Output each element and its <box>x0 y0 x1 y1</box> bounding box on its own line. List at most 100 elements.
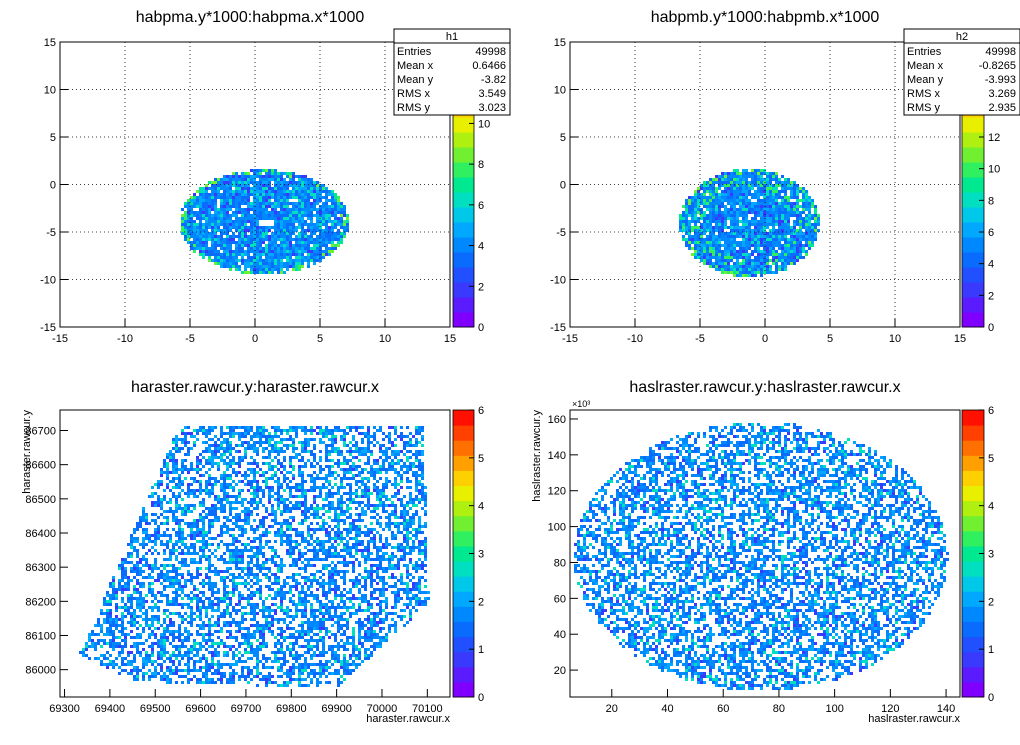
heatmap-cell <box>166 522 169 525</box>
heatmap-cell <box>259 193 262 196</box>
heatmap-cell <box>238 426 241 429</box>
heatmap-cell <box>157 645 160 648</box>
heatmap-cell <box>220 256 223 259</box>
heatmap-cell <box>775 214 778 217</box>
heatmap-cell <box>790 208 793 211</box>
heatmap-cell <box>808 214 811 217</box>
heatmap-cell <box>802 256 805 259</box>
heatmap-cell <box>97 633 100 636</box>
heatmap-cell <box>259 172 262 175</box>
heatmap-cell <box>271 262 274 265</box>
heatmap-cell <box>751 217 754 220</box>
heatmap-cell <box>118 624 121 627</box>
heatmap-cell <box>763 211 766 214</box>
heatmap-cell <box>295 265 298 268</box>
heatmap-cell <box>286 190 289 193</box>
color-scale-segment <box>962 147 984 163</box>
heatmap-cell <box>232 175 235 178</box>
heatmap-cell <box>151 570 154 573</box>
heatmap-cell <box>163 633 166 636</box>
heatmap-cell <box>754 169 757 172</box>
heatmap-cell <box>811 199 814 202</box>
heatmap-cell <box>742 214 745 217</box>
heatmap-cell <box>130 672 133 675</box>
heatmap-cell <box>799 190 802 193</box>
heatmap-cell <box>226 444 229 447</box>
heatmap-cell <box>691 208 694 211</box>
heatmap-cell <box>151 540 154 543</box>
heatmap-cell <box>262 226 265 229</box>
heatmap-cell <box>763 241 766 244</box>
heatmap-cell <box>259 214 262 217</box>
heatmap-cell <box>757 214 760 217</box>
heatmap-cell <box>193 588 196 591</box>
heatmap-cell <box>115 642 118 645</box>
heatmap-cell <box>220 681 223 684</box>
heatmap-cell <box>136 642 139 645</box>
heatmap-cell <box>286 256 289 259</box>
heatmap-cell <box>757 232 760 235</box>
heatmap-cell <box>736 187 739 190</box>
heatmap-cell <box>121 567 124 570</box>
heatmap-cell <box>748 265 751 268</box>
heatmap-cell <box>754 268 757 271</box>
heatmap-cell <box>187 603 190 606</box>
heatmap-cell <box>712 241 715 244</box>
heatmap-cell <box>274 205 277 208</box>
heatmap-cell <box>808 241 811 244</box>
heatmap-cell <box>244 642 247 645</box>
heatmap-cell <box>715 196 718 199</box>
heatmap-cell <box>118 642 121 645</box>
heatmap-cell <box>259 567 262 570</box>
heatmap-cell <box>712 226 715 229</box>
heatmap-cell <box>163 642 166 645</box>
heatmap-cell <box>202 244 205 247</box>
heatmap-cell <box>208 561 211 564</box>
heatmap-cell <box>706 250 709 253</box>
heatmap-cell <box>718 229 721 232</box>
heatmap-cell <box>163 639 166 642</box>
heatmap-cell <box>280 226 283 229</box>
heatmap-cell <box>283 232 286 235</box>
heatmap-cell <box>277 262 280 265</box>
heatmap-cell <box>718 199 721 202</box>
heatmap-cell <box>214 663 217 666</box>
heatmap-cell <box>229 435 232 438</box>
heatmap-cell <box>250 618 253 621</box>
heatmap-cell <box>232 432 235 435</box>
heatmap-cell <box>244 675 247 678</box>
heatmap-cell <box>199 606 202 609</box>
heatmap-cell <box>751 181 754 184</box>
heatmap-cell <box>211 196 214 199</box>
heatmap-cell <box>148 567 151 570</box>
heatmap-cell <box>202 474 205 477</box>
heatmap-cell <box>211 513 214 516</box>
heatmap-cell <box>130 561 133 564</box>
heatmap-cell <box>313 205 316 208</box>
heatmap-cell <box>808 226 811 229</box>
heatmap-cell <box>226 681 229 684</box>
heatmap-cell <box>769 238 772 241</box>
heatmap-cell <box>262 603 265 606</box>
heatmap-cell <box>256 429 259 432</box>
heatmap-cell <box>220 600 223 603</box>
heatmap-cell <box>112 597 115 600</box>
heatmap-cell <box>214 426 217 429</box>
heatmap-cell <box>220 510 223 513</box>
heatmap-cell <box>190 223 193 226</box>
color-scale-label: 12 <box>988 132 1000 144</box>
heatmap-cell <box>244 567 247 570</box>
heatmap-cell <box>733 232 736 235</box>
heatmap-cell <box>217 660 220 663</box>
heatmap-cell <box>253 435 256 438</box>
heatmap-cell <box>187 453 190 456</box>
heatmap-cell <box>145 672 148 675</box>
heatmap-cell <box>799 220 802 223</box>
heatmap-cell <box>196 606 199 609</box>
heatmap-cell <box>757 259 760 262</box>
heatmap-cell <box>187 564 190 567</box>
heatmap-cell <box>172 624 175 627</box>
heatmap-cell <box>772 175 775 178</box>
heatmap-cell <box>175 567 178 570</box>
heatmap-cell <box>172 660 175 663</box>
